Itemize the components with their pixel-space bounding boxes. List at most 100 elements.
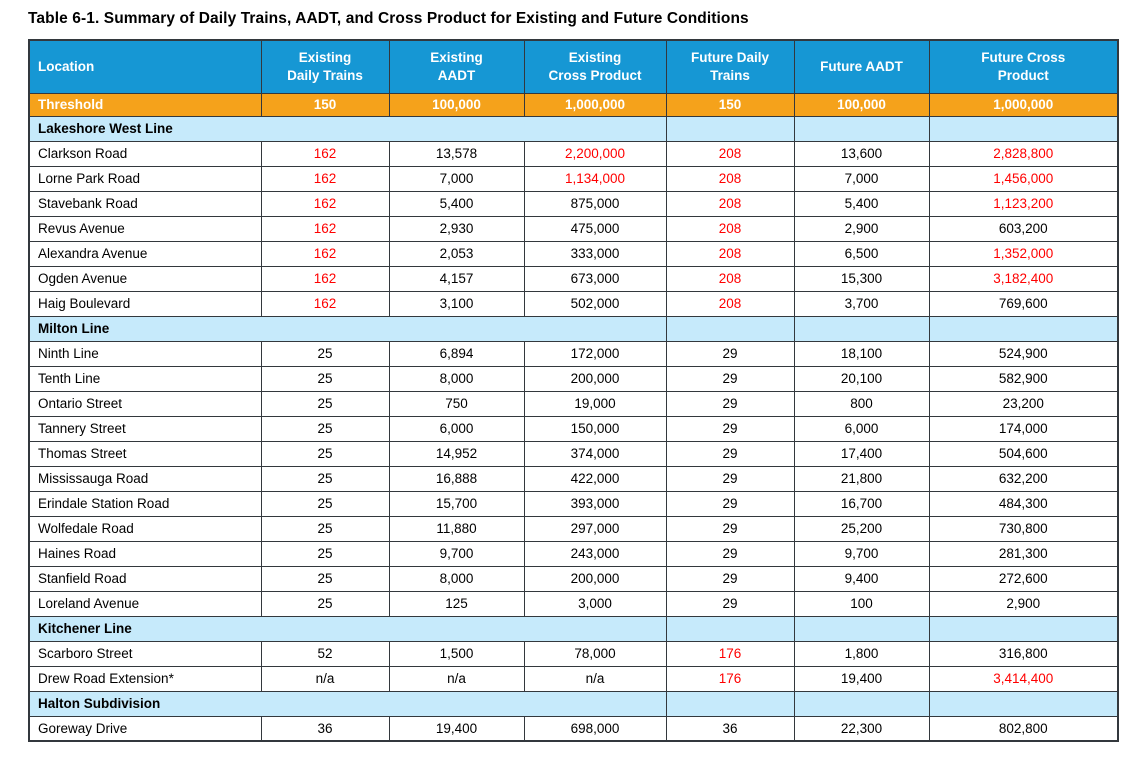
value-cell: 802,800: [928, 715, 1119, 742]
table-row: Ninth Line 25 6,894 172,000 29 18,100 524,900: [28, 340, 1119, 367]
value-cell: 6,000: [793, 415, 930, 442]
column-header-future-aadt: Future AADT: [793, 39, 930, 94]
value-cell: 16,888: [388, 465, 525, 492]
value-cell: 5,400: [793, 190, 930, 217]
value-cell: 333,000: [523, 240, 667, 267]
value-cell: 22,300: [793, 715, 930, 742]
value-cell: 162: [260, 165, 390, 192]
value-cell: 208: [665, 190, 795, 217]
threshold-label: Threshold: [28, 92, 262, 117]
value-cell: 162: [260, 290, 390, 317]
threshold-value: 1,000,000: [928, 92, 1119, 117]
value-cell: 29: [665, 365, 795, 392]
location-cell: Ontario Street: [28, 390, 262, 417]
section-empty-cell: [793, 315, 930, 342]
section-empty-cell: [928, 315, 1119, 342]
value-cell: 9,700: [388, 540, 525, 567]
value-cell: 2,828,800: [928, 140, 1119, 167]
table-row: Scarboro Street 52 1,500 78,000 176 1,800 316,…: [28, 640, 1119, 667]
value-cell: 316,800: [928, 640, 1119, 667]
value-cell: n/a: [523, 665, 667, 692]
value-cell: 698,000: [523, 715, 667, 742]
value-cell: 374,000: [523, 440, 667, 467]
location-cell: Goreway Drive: [28, 715, 262, 742]
value-cell: 29: [665, 590, 795, 617]
value-cell: 9,400: [793, 565, 930, 592]
value-cell: 208: [665, 240, 795, 267]
section-empty-cell: [665, 690, 795, 717]
section-empty-cell: [928, 615, 1119, 642]
table-row: Wolfedale Road 25 11,880 297,000 29 25,200 730…: [28, 515, 1119, 542]
section-empty-cell: [665, 115, 795, 142]
value-cell: 6,000: [388, 415, 525, 442]
table-row: Tenth Line 25 8,000 200,000 29 20,100 582,900: [28, 365, 1119, 392]
value-cell: 25: [260, 540, 390, 567]
value-cell: 730,800: [928, 515, 1119, 542]
location-cell: Clarkson Road: [28, 140, 262, 167]
table-row: Goreway Drive 36 19,400 698,000 36 22,300 802,…: [28, 715, 1119, 742]
value-cell: 632,200: [928, 465, 1119, 492]
value-cell: 484,300: [928, 490, 1119, 517]
table-row: Haig Boulevard 162 3,100 502,000 208 3,700 769…: [28, 290, 1119, 317]
value-cell: 162: [260, 215, 390, 242]
section-empty-cell: [928, 115, 1119, 142]
column-header-existing-aadt: Existing AADT: [388, 39, 525, 94]
section-empty-cell: [665, 615, 795, 642]
value-cell: 2,900: [928, 590, 1119, 617]
value-cell: 36: [260, 715, 390, 742]
value-cell: 673,000: [523, 265, 667, 292]
value-cell: 25: [260, 465, 390, 492]
location-cell: Ogden Avenue: [28, 265, 262, 292]
value-cell: 769,600: [928, 290, 1119, 317]
location-cell: Erindale Station Road: [28, 490, 262, 517]
value-cell: 502,000: [523, 290, 667, 317]
value-cell: 1,800: [793, 640, 930, 667]
value-cell: n/a: [388, 665, 525, 692]
value-cell: 162: [260, 240, 390, 267]
section-empty-cell: [928, 690, 1119, 717]
value-cell: 524,900: [928, 340, 1119, 367]
value-cell: 162: [260, 265, 390, 292]
section-empty-cell: [793, 615, 930, 642]
value-cell: 3,100: [388, 290, 525, 317]
value-cell: 1,123,200: [928, 190, 1119, 217]
value-cell: 208: [665, 165, 795, 192]
value-cell: 19,000: [523, 390, 667, 417]
value-cell: 29: [665, 515, 795, 542]
table-row: Revus Avenue 162 2,930 475,000 208 2,900 603,2…: [28, 215, 1119, 242]
value-cell: 7,000: [388, 165, 525, 192]
value-cell: 281,300: [928, 540, 1119, 567]
value-cell: n/a: [260, 665, 390, 692]
value-cell: 25: [260, 365, 390, 392]
value-cell: 29: [665, 465, 795, 492]
value-cell: 2,200,000: [523, 140, 667, 167]
section-title: Halton Subdivision: [28, 690, 667, 717]
table-row: Mississauga Road 25 16,888 422,000 29 21,800 6…: [28, 465, 1119, 492]
value-cell: 3,414,400: [928, 665, 1119, 692]
value-cell: 3,182,400: [928, 265, 1119, 292]
value-cell: 20,100: [793, 365, 930, 392]
value-cell: 29: [665, 490, 795, 517]
value-cell: 19,400: [388, 715, 525, 742]
location-cell: Loreland Avenue: [28, 590, 262, 617]
table-row: Stavebank Road 162 5,400 875,000 208 5,400 1,1…: [28, 190, 1119, 217]
value-cell: 52: [260, 640, 390, 667]
value-cell: 504,600: [928, 440, 1119, 467]
value-cell: 9,700: [793, 540, 930, 567]
value-cell: 176: [665, 640, 795, 667]
value-cell: 17,400: [793, 440, 930, 467]
section-title: Milton Line: [28, 315, 667, 342]
value-cell: 208: [665, 290, 795, 317]
section-header-row: Lakeshore West Line: [28, 115, 1119, 142]
location-cell: Tenth Line: [28, 365, 262, 392]
value-cell: 200,000: [523, 565, 667, 592]
value-cell: 582,900: [928, 365, 1119, 392]
value-cell: 36: [665, 715, 795, 742]
section-empty-cell: [793, 115, 930, 142]
value-cell: 100: [793, 590, 930, 617]
header-row: Location Existing Daily Trains Existing …: [28, 39, 1119, 94]
value-cell: 25: [260, 515, 390, 542]
value-cell: 172,000: [523, 340, 667, 367]
value-cell: 13,600: [793, 140, 930, 167]
value-cell: 8,000: [388, 565, 525, 592]
